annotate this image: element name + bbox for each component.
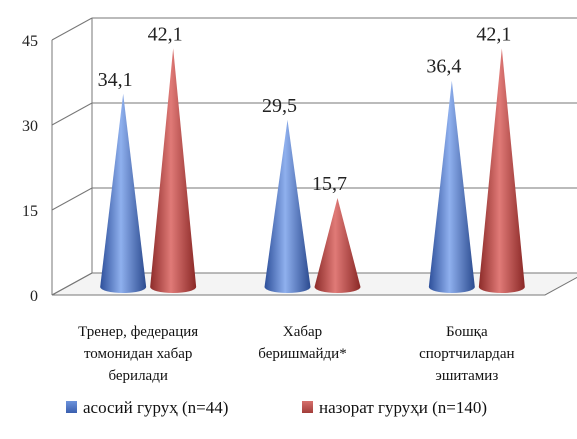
legend: асосий гуруҳ (n=44) назорат гуруҳи (n=140… <box>66 398 487 417</box>
category-label: Хабар беришмайди* <box>258 324 346 362</box>
y-axis-ticks: 0 15 30 45 <box>22 33 38 305</box>
data-label: 36,4 <box>426 56 461 78</box>
legend-swatch <box>66 401 77 413</box>
data-labels: 34,1 42,1 29,5 15,7 36,4 42,1 <box>98 23 512 195</box>
category-label: Тренер, федерация томонидан хабар берилади <box>78 324 198 384</box>
category-label-line: Тренер, федерация <box>78 324 198 340</box>
cone-body <box>264 119 311 293</box>
cone-body <box>150 48 197 293</box>
cone-body <box>478 48 525 293</box>
category-label-line: эшитамиз <box>435 368 498 384</box>
cone-mark <box>314 198 361 293</box>
category-label-line: томонидан хабар <box>84 346 192 362</box>
cone-mark <box>150 48 197 293</box>
cone-mark <box>264 119 311 293</box>
category-label-line: спортчилардан <box>419 346 514 362</box>
cone-mark <box>100 93 147 294</box>
category-label: Бошқа спортчилардан эшитамиз <box>419 324 514 384</box>
cone-body <box>314 198 361 293</box>
data-label: 42,1 <box>476 23 511 45</box>
gridline-depth <box>51 187 93 211</box>
legend-label: асосий гуруҳ (n=44) <box>83 398 228 417</box>
data-label: 15,7 <box>312 173 347 195</box>
category-label-line: Хабар <box>283 324 322 340</box>
y-tick-label: 30 <box>22 118 38 135</box>
data-label: 34,1 <box>98 69 133 91</box>
legend-swatch <box>302 401 313 413</box>
category-label-line: Бошқа <box>446 324 488 340</box>
cone-mark <box>428 80 475 293</box>
cone-mark <box>478 48 525 293</box>
data-label: 29,5 <box>262 95 297 117</box>
category-label-line: берилади <box>108 368 167 384</box>
gridline-depth <box>51 17 93 41</box>
gridline-depth <box>51 102 93 126</box>
data-label: 42,1 <box>148 23 183 45</box>
category-labels: Тренер, федерация томонидан хабар берилади… <box>78 324 514 384</box>
y-tick-label: 15 <box>22 203 38 220</box>
cone-body <box>100 93 147 294</box>
legend-label: назорат гуруҳи (n=140) <box>319 398 487 417</box>
y-tick-label: 0 <box>30 288 38 305</box>
y-tick-label: 45 <box>22 33 38 50</box>
gridline-depth <box>51 272 93 296</box>
cones <box>100 48 525 294</box>
category-label-line: беришмайди* <box>258 346 346 362</box>
cone-body <box>428 80 475 293</box>
